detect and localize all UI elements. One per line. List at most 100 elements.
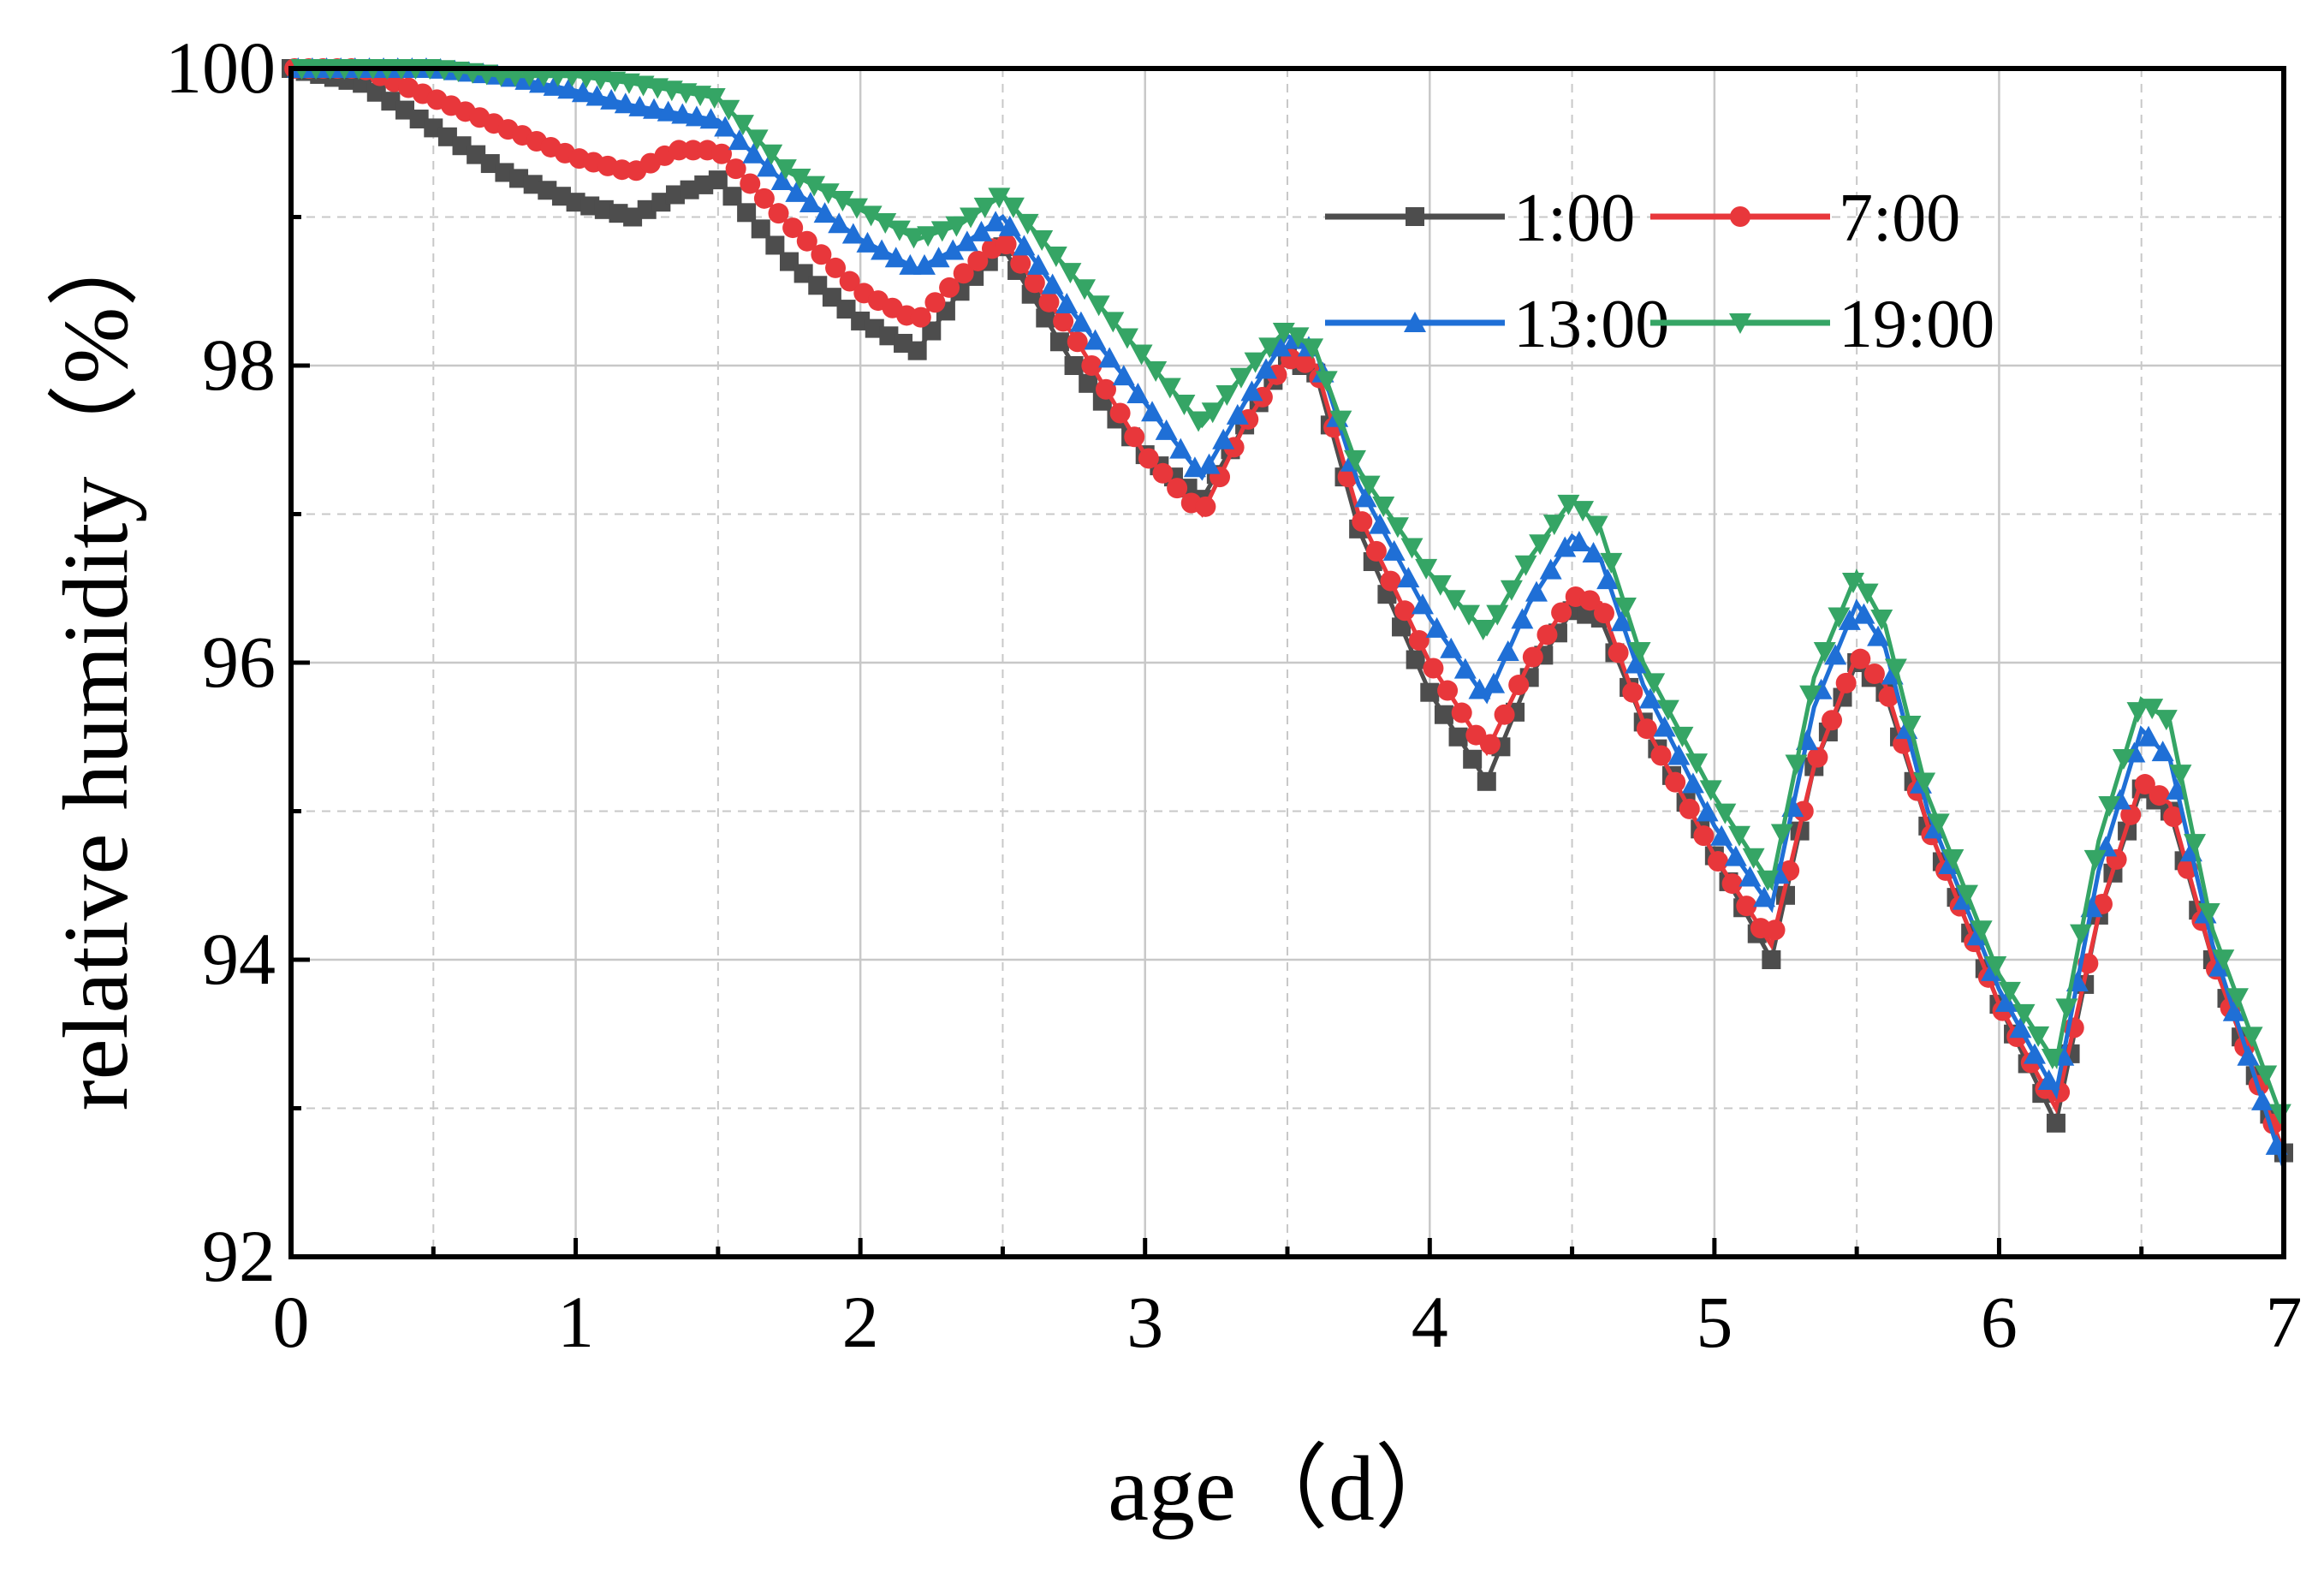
data-point: [1525, 580, 1548, 602]
data-point: [1822, 710, 1843, 731]
data-point: [1710, 824, 1733, 846]
tick-labels: 0 1 2 3 4 5 6 7 92 94 96 98 100: [165, 27, 2303, 1363]
data-point: [841, 223, 865, 244]
data-point: [503, 66, 526, 87]
data-point: [1069, 311, 1092, 332]
data-point: [1365, 540, 1387, 562]
data-point: [1458, 604, 1481, 626]
data-point: [2083, 849, 2107, 871]
legend-marker: [1729, 313, 1751, 334]
legend-label: 19:00: [1839, 287, 1994, 362]
data-point: [557, 78, 580, 99]
y-tick-label: 94: [202, 918, 276, 1000]
data-point: [1112, 365, 1135, 386]
data-point: [856, 231, 879, 253]
data-point: [594, 199, 614, 219]
data-point: [1471, 619, 1495, 640]
data-point: [1679, 798, 1700, 819]
data-point: [1215, 384, 1239, 406]
data-point: [1244, 352, 1267, 373]
data-point: [1258, 337, 1281, 359]
data-point: [1736, 896, 1757, 917]
data-point: [1636, 718, 1657, 740]
data-point: [1970, 920, 1993, 942]
data-point: [1863, 664, 1885, 685]
data-point: [998, 215, 1021, 236]
data-point: [1500, 580, 1523, 601]
data-point: [1913, 772, 1936, 794]
data-point: [543, 74, 566, 96]
data-point: [1437, 680, 1459, 701]
y-tick-label: 98: [202, 324, 276, 406]
legend: 1:00 7:00 13:00 19:00: [1325, 181, 1994, 362]
data-point: [1098, 347, 1121, 368]
data-point: [1514, 555, 1537, 576]
data-point: [2251, 1089, 2274, 1110]
data-point: [894, 333, 913, 353]
data-point: [1397, 567, 1420, 588]
data-point: [1041, 273, 1064, 295]
data-point: [1685, 753, 1709, 775]
data-point: [1479, 734, 1501, 755]
data-point: [1714, 803, 1737, 824]
data-point: [2226, 988, 2249, 1009]
data-point: [1542, 515, 1566, 536]
data-point: [518, 66, 541, 87]
data-point: [1038, 291, 1060, 312]
data-point: [942, 239, 965, 260]
data-point: [1927, 813, 1950, 835]
data-point: [2166, 778, 2189, 800]
data-point: [1941, 849, 1964, 871]
x-tick-label: 7: [2266, 1281, 2303, 1363]
data-point: [785, 181, 808, 202]
data-point: [2024, 1043, 2046, 1064]
data-point: [2012, 1003, 2036, 1025]
data-point: [490, 66, 513, 87]
data-point: [1067, 331, 1088, 353]
data-point: [1551, 602, 1572, 623]
data-point: [1850, 648, 1871, 669]
data-point: [1315, 371, 1338, 392]
data-point: [1394, 600, 1416, 622]
data-point: [1434, 705, 1453, 724]
data-point: [1036, 308, 1055, 328]
y-tick-label: 100: [165, 27, 276, 109]
data-point: [1226, 403, 1249, 425]
data-point: [1169, 437, 1192, 459]
data-point: [973, 197, 996, 218]
data-point: [2070, 924, 2093, 945]
legend-marker: [1730, 206, 1750, 227]
data-point: [532, 66, 556, 87]
x-tick-label: 1: [557, 1281, 594, 1363]
data-point: [871, 239, 894, 260]
data-point: [1650, 745, 1672, 766]
data-point: [1024, 272, 1045, 294]
data-point: [1628, 641, 1651, 663]
data-point: [1671, 726, 1694, 747]
data-point: [1625, 652, 1648, 674]
data-point: [1423, 658, 1444, 679]
data-point: [1656, 699, 1679, 721]
data-point: [1195, 496, 1216, 517]
data-point: [1102, 312, 1125, 333]
data-point: [1031, 229, 1054, 251]
legend-item: 1:00: [1325, 181, 1635, 256]
data-point: [651, 193, 671, 212]
data-point: [1841, 573, 1864, 594]
data-point: [1158, 378, 1181, 399]
data-point: [1708, 851, 1729, 872]
data-point: [1742, 848, 1765, 869]
data-point: [1016, 213, 1039, 235]
data-point: [817, 183, 840, 205]
data-point: [859, 205, 883, 227]
data-point: [1665, 771, 1686, 793]
data-point: [1152, 462, 1174, 484]
data-point: [1582, 542, 1605, 563]
data-point: [760, 144, 783, 165]
data-point: [381, 92, 401, 111]
data-point: [811, 244, 832, 265]
data-point: [685, 105, 708, 127]
data-point: [927, 247, 950, 268]
data-point: [1440, 637, 1463, 658]
data-point: [1557, 494, 1580, 515]
